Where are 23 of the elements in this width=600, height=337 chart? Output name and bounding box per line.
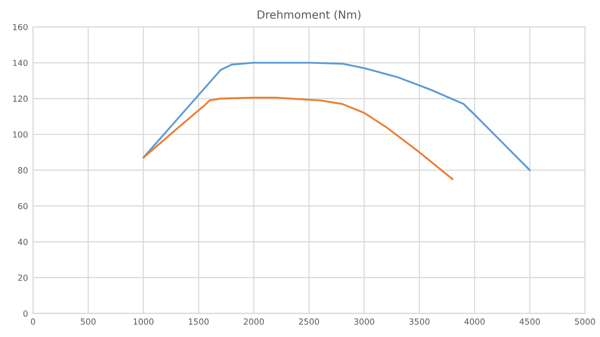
- x-tick-label: 4000: [464, 318, 485, 325]
- x-tick-label: 5000: [575, 318, 596, 325]
- y-tick-label: 140: [13, 60, 28, 66]
- y-tick-label: 40: [18, 238, 28, 246]
- x-tick-label: 2000: [244, 318, 264, 325]
- x-tick-label: 0: [30, 318, 36, 325]
- x-tick-label: 3000: [354, 318, 374, 325]
- x-tick-label: 1000: [134, 318, 154, 325]
- x-tick-label: 2500: [299, 318, 320, 325]
- line-series: [142, 62, 531, 172]
- x-tick-label: 3500: [409, 318, 430, 325]
- line-series: [142, 96, 454, 180]
- y-tick-label: 80: [18, 167, 28, 174]
- y-tick-label: 60: [18, 202, 28, 210]
- y-tick-label: 160: [13, 24, 28, 30]
- y-tick-label: 120: [13, 96, 28, 102]
- y-tick-label: 100: [13, 131, 28, 138]
- x-tick-label: 500: [80, 318, 96, 325]
- y-tick-label: 20: [18, 274, 28, 281]
- y-tick-label: 0: [23, 310, 28, 317]
- chart-title: Drehmoment (Nm): [258, 10, 360, 20]
- x-tick-label: 4500: [520, 318, 540, 325]
- x-tick-label: 1500: [188, 318, 209, 325]
